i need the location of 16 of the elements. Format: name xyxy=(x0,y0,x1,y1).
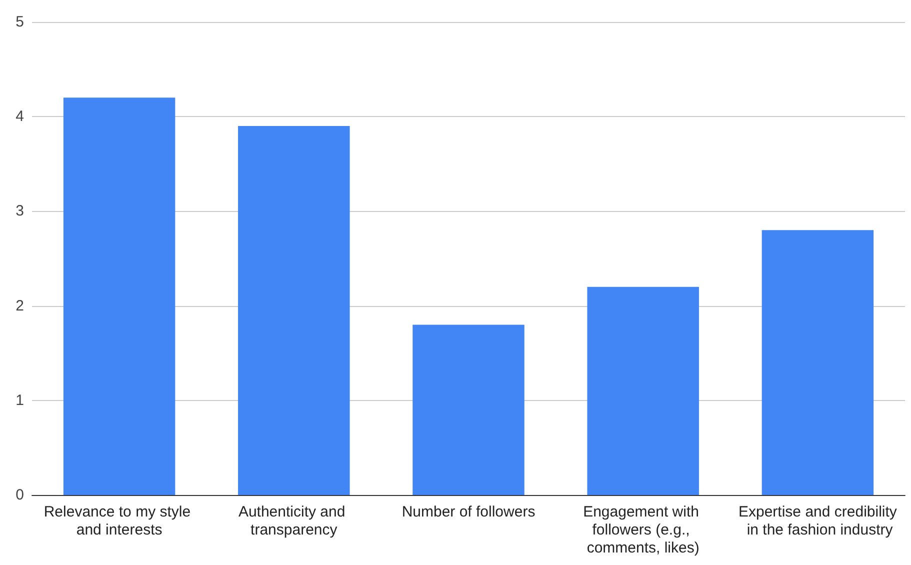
x-tick-label: Relevance to my style and interests xyxy=(44,504,195,538)
y-tick-label: 2 xyxy=(16,297,24,314)
y-tick-label: 3 xyxy=(16,202,24,220)
y-tick-label: 0 xyxy=(16,486,24,504)
bar xyxy=(762,230,874,495)
bar xyxy=(63,98,176,495)
x-tick-label: Expertise and credibility in the fashion industry xyxy=(738,504,898,538)
bar xyxy=(412,324,524,495)
y-tick-label: 4 xyxy=(16,108,24,126)
y-tick-label: 5 xyxy=(16,14,24,30)
x-tick-label: Engagement with followers (e.g., comments, likes) xyxy=(583,504,704,556)
bar xyxy=(587,286,699,495)
y-tick-label: 1 xyxy=(16,392,24,409)
bar xyxy=(238,126,350,495)
x-tick-label: Number of followers xyxy=(402,504,536,520)
x-tick-label: Authenticity and transparency xyxy=(238,504,350,538)
